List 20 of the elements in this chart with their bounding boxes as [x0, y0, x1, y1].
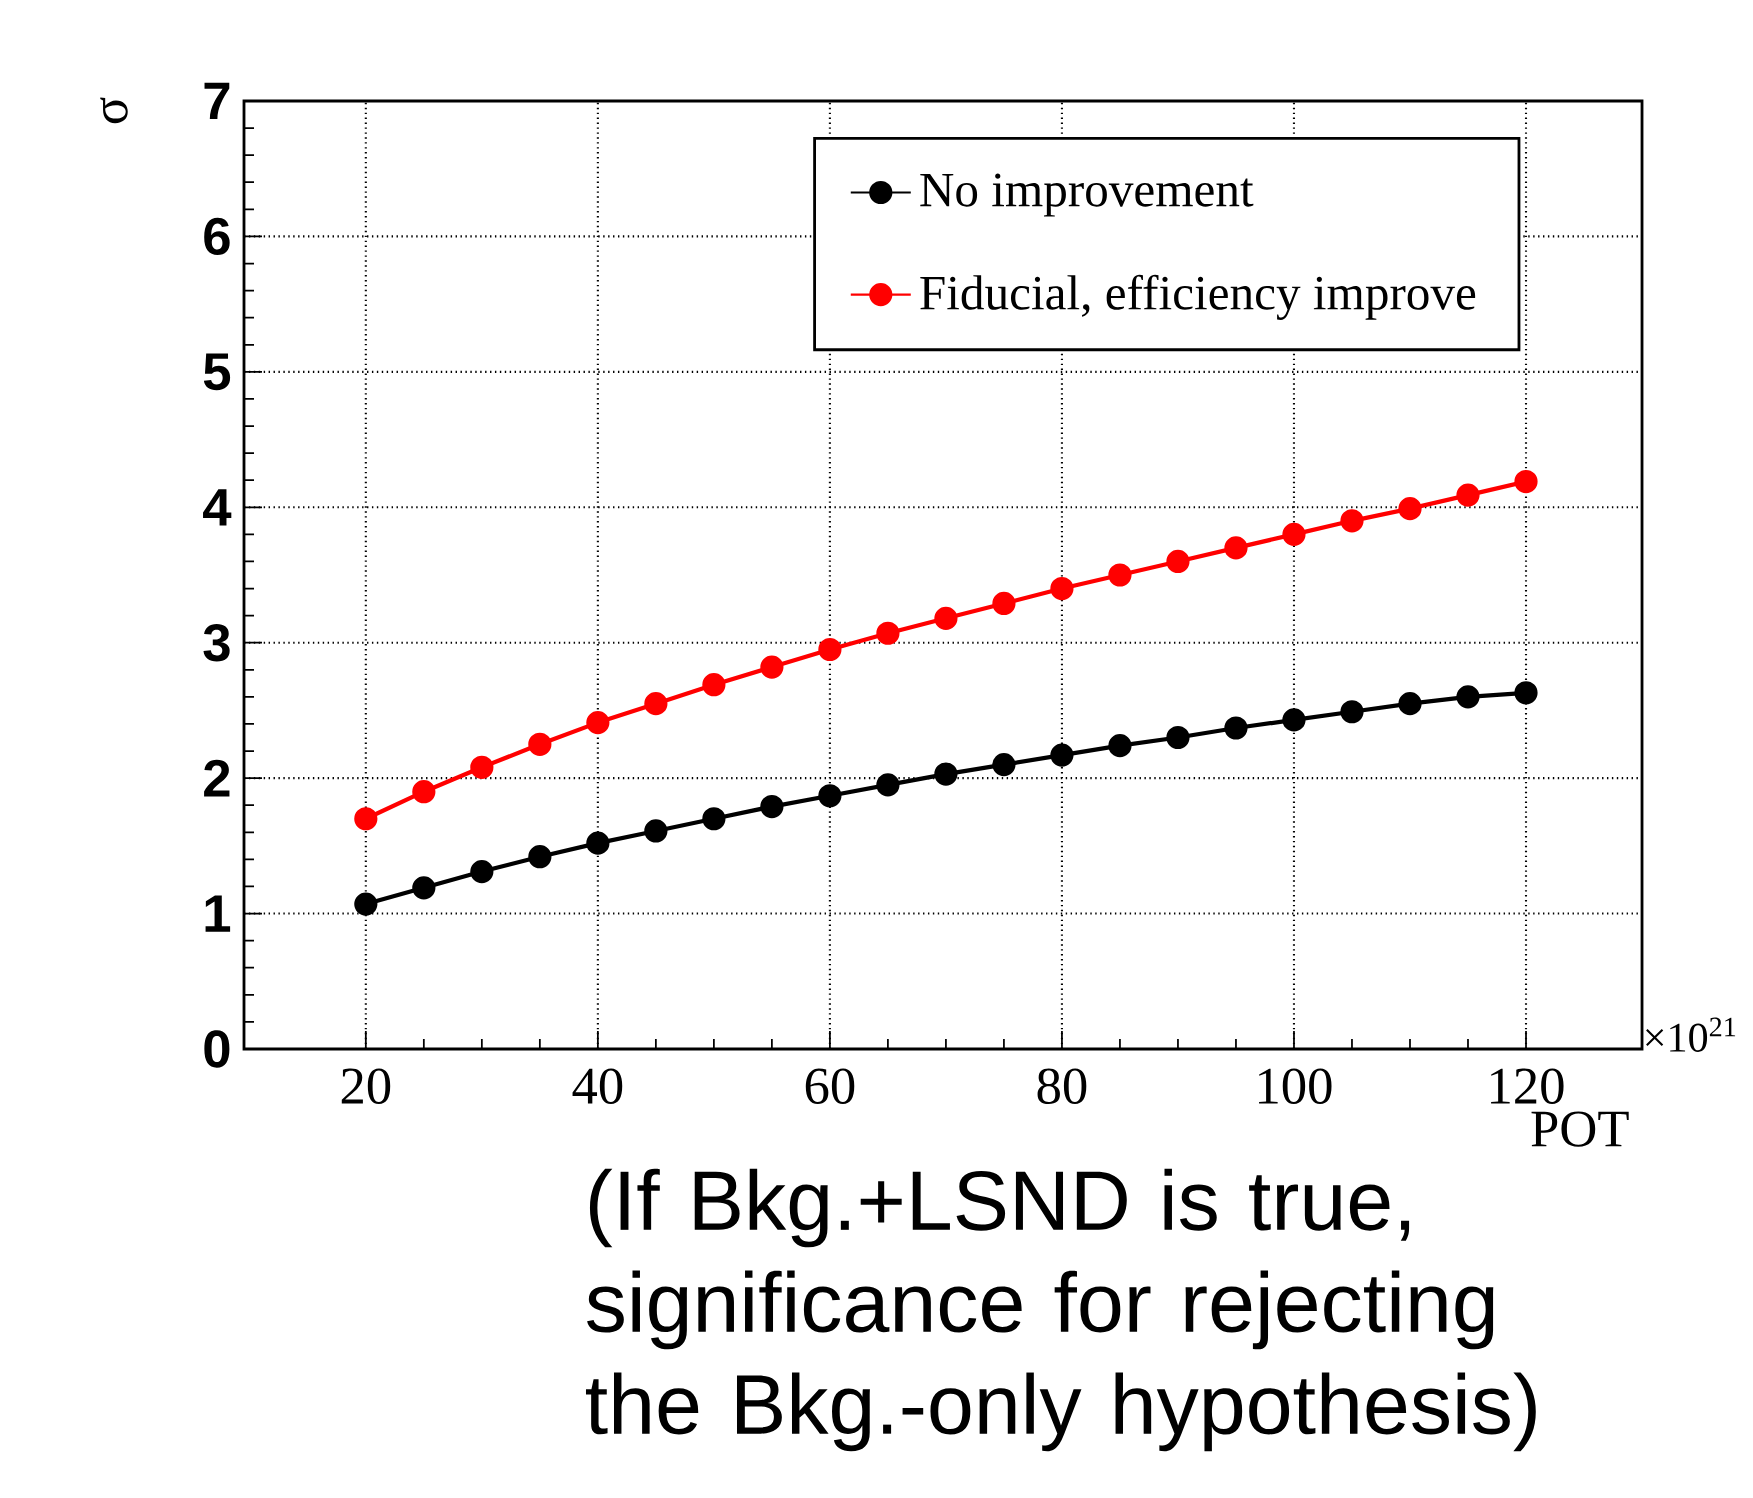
x-tick-label: 40 [572, 1068, 623, 1104]
y-axis-title: σ [100, 97, 128, 124]
text: (If Bkg.+LSND is true, significance for rejecting the Bkg.-only hypothesis) [585, 1168, 1536, 1452]
text: ×10$^{21}$ [1646, 1017, 1736, 1052]
y-tick-label: 3 [203, 623, 230, 662]
y-tick-label: 6 [204, 217, 230, 256]
x-tick-label: 100 [1259, 1068, 1332, 1104]
x-tick-label: 80 [1037, 1068, 1087, 1104]
y-tick-label: 4 [203, 489, 232, 526]
y-tick-label: 7 [204, 82, 230, 120]
x-tick-label: 60 [805, 1068, 855, 1104]
x-tick-label: 20 [341, 1068, 391, 1104]
legend-label: Fiducial, efficiency improve [920, 274, 1476, 320]
x-tick-label: 120 [1491, 1068, 1564, 1104]
y-tick-label: 0 [204, 1030, 230, 1068]
x-axis-title: POT [1531, 1111, 1629, 1147]
legend-label: No improvement [920, 173, 1254, 217]
y-tick-label: 5 [203, 353, 231, 391]
y-tick-label: 1 [205, 895, 231, 932]
y-tick-label: 2 [204, 759, 230, 797]
